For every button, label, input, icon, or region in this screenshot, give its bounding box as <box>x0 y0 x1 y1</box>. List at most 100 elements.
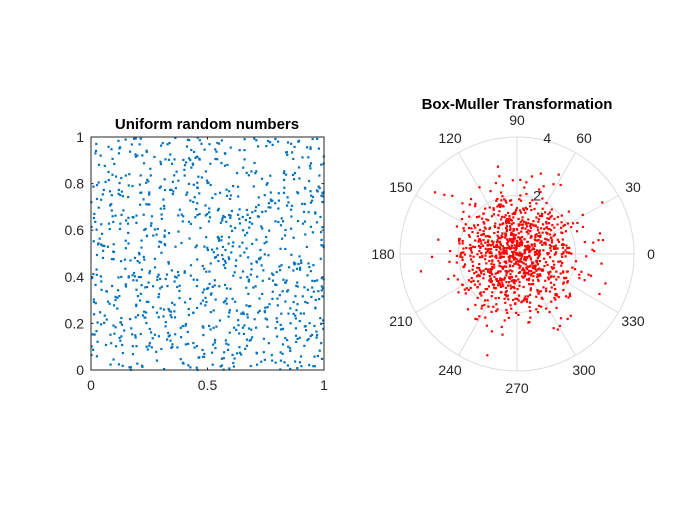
box-muller-point <box>483 226 486 229</box>
uniform-point <box>124 247 127 250</box>
uniform-point <box>266 306 269 309</box>
box-muller-point <box>522 272 525 275</box>
box-muller-point <box>581 225 585 229</box>
box-muller-point <box>455 254 459 258</box>
uniform-point <box>162 315 165 318</box>
box-muller-point <box>513 279 516 282</box>
box-muller-point <box>490 252 493 255</box>
box-muller-point <box>527 278 530 282</box>
uniform-point <box>244 347 247 350</box>
uniform-point <box>224 339 227 342</box>
uniform-point <box>179 326 182 329</box>
box-muller-point <box>475 270 478 273</box>
uniform-point <box>217 239 221 242</box>
uniform-point <box>95 268 98 271</box>
box-muller-point <box>550 229 553 232</box>
uniform-point <box>111 215 114 218</box>
uniform-point <box>139 137 142 140</box>
uniform-point <box>103 321 106 325</box>
box-muller-point <box>493 225 497 229</box>
uniform-point <box>101 256 105 260</box>
box-muller-point <box>469 258 473 261</box>
uniform-point <box>141 364 144 367</box>
uniform-point <box>136 260 139 263</box>
uniform-point <box>232 184 235 188</box>
uniform-point <box>224 266 227 270</box>
uniform-point <box>320 285 323 288</box>
box-muller-point <box>478 186 481 189</box>
box-muller-point <box>462 247 465 250</box>
uniform-point <box>268 229 271 232</box>
box-muller-point <box>549 216 552 219</box>
uniform-point <box>110 209 113 212</box>
uniform-point <box>110 148 113 151</box>
box-muller-point <box>461 239 464 243</box>
x-tick-label: 0 <box>87 377 95 393</box>
theta-tick-label: 120 <box>438 130 462 146</box>
box-muller-point <box>553 296 556 299</box>
box-muller-point <box>504 236 507 239</box>
uniform-point <box>298 255 301 258</box>
box-muller-point <box>490 280 494 283</box>
box-muller-point <box>526 256 529 259</box>
box-muller-point <box>467 227 471 230</box>
box-muller-point <box>512 238 515 241</box>
box-muller-point <box>463 229 466 232</box>
box-muller-point <box>541 243 544 247</box>
uniform-point <box>297 166 301 169</box>
box-muller-point <box>492 208 495 211</box>
box-muller-point <box>534 224 537 228</box>
uniform-point <box>95 183 99 187</box>
uniform-point <box>148 342 151 345</box>
box-muller-point <box>510 279 513 283</box>
uniform-point <box>173 280 176 283</box>
box-muller-point <box>529 309 532 313</box>
uniform-point <box>299 312 302 315</box>
box-muller-point <box>448 260 451 263</box>
box-muller-point <box>539 227 543 230</box>
uniform-point <box>186 330 189 334</box>
uniform-point <box>202 333 205 337</box>
uniform-point <box>296 219 300 223</box>
uniform-point <box>285 151 288 154</box>
box-muller-point <box>553 253 556 256</box>
box-muller-point <box>510 260 513 263</box>
uniform-point <box>249 273 252 276</box>
box-muller-point <box>527 273 530 276</box>
box-muller-point <box>503 247 506 250</box>
uniform-point <box>320 357 324 360</box>
box-muller-point <box>537 250 541 253</box>
uniform-point <box>292 269 295 272</box>
box-muller-point <box>524 227 527 230</box>
box-muller-point <box>512 229 515 232</box>
box-muller-point <box>485 262 488 265</box>
uniform-point <box>245 171 248 174</box>
uniform-point <box>108 190 112 193</box>
box-muller-point <box>562 224 565 227</box>
box-muller-point <box>547 227 550 231</box>
box-muller-point <box>512 233 515 236</box>
box-muller-point <box>504 286 508 289</box>
uniform-point <box>135 279 138 282</box>
box-muller-point <box>561 238 564 241</box>
uniform-point <box>106 245 110 248</box>
box-muller-point <box>514 233 517 237</box>
uniform-point <box>194 246 197 249</box>
uniform-point <box>205 236 208 239</box>
box-muller-point <box>531 279 535 282</box>
uniform-point <box>262 351 265 354</box>
uniform-point <box>176 270 180 274</box>
uniform-point <box>243 251 246 254</box>
box-muller-point <box>474 303 477 307</box>
uniform-point <box>140 284 143 287</box>
uniform-point <box>213 341 216 344</box>
uniform-point <box>95 273 98 276</box>
box-muller-point <box>437 238 440 241</box>
box-muller-point <box>604 282 607 285</box>
uniform-point <box>196 181 199 184</box>
box-muller-point <box>507 256 510 259</box>
uniform-point <box>245 208 248 212</box>
box-muller-point <box>552 266 556 269</box>
box-muller-point <box>561 255 564 258</box>
box-muller-point <box>562 288 565 292</box>
